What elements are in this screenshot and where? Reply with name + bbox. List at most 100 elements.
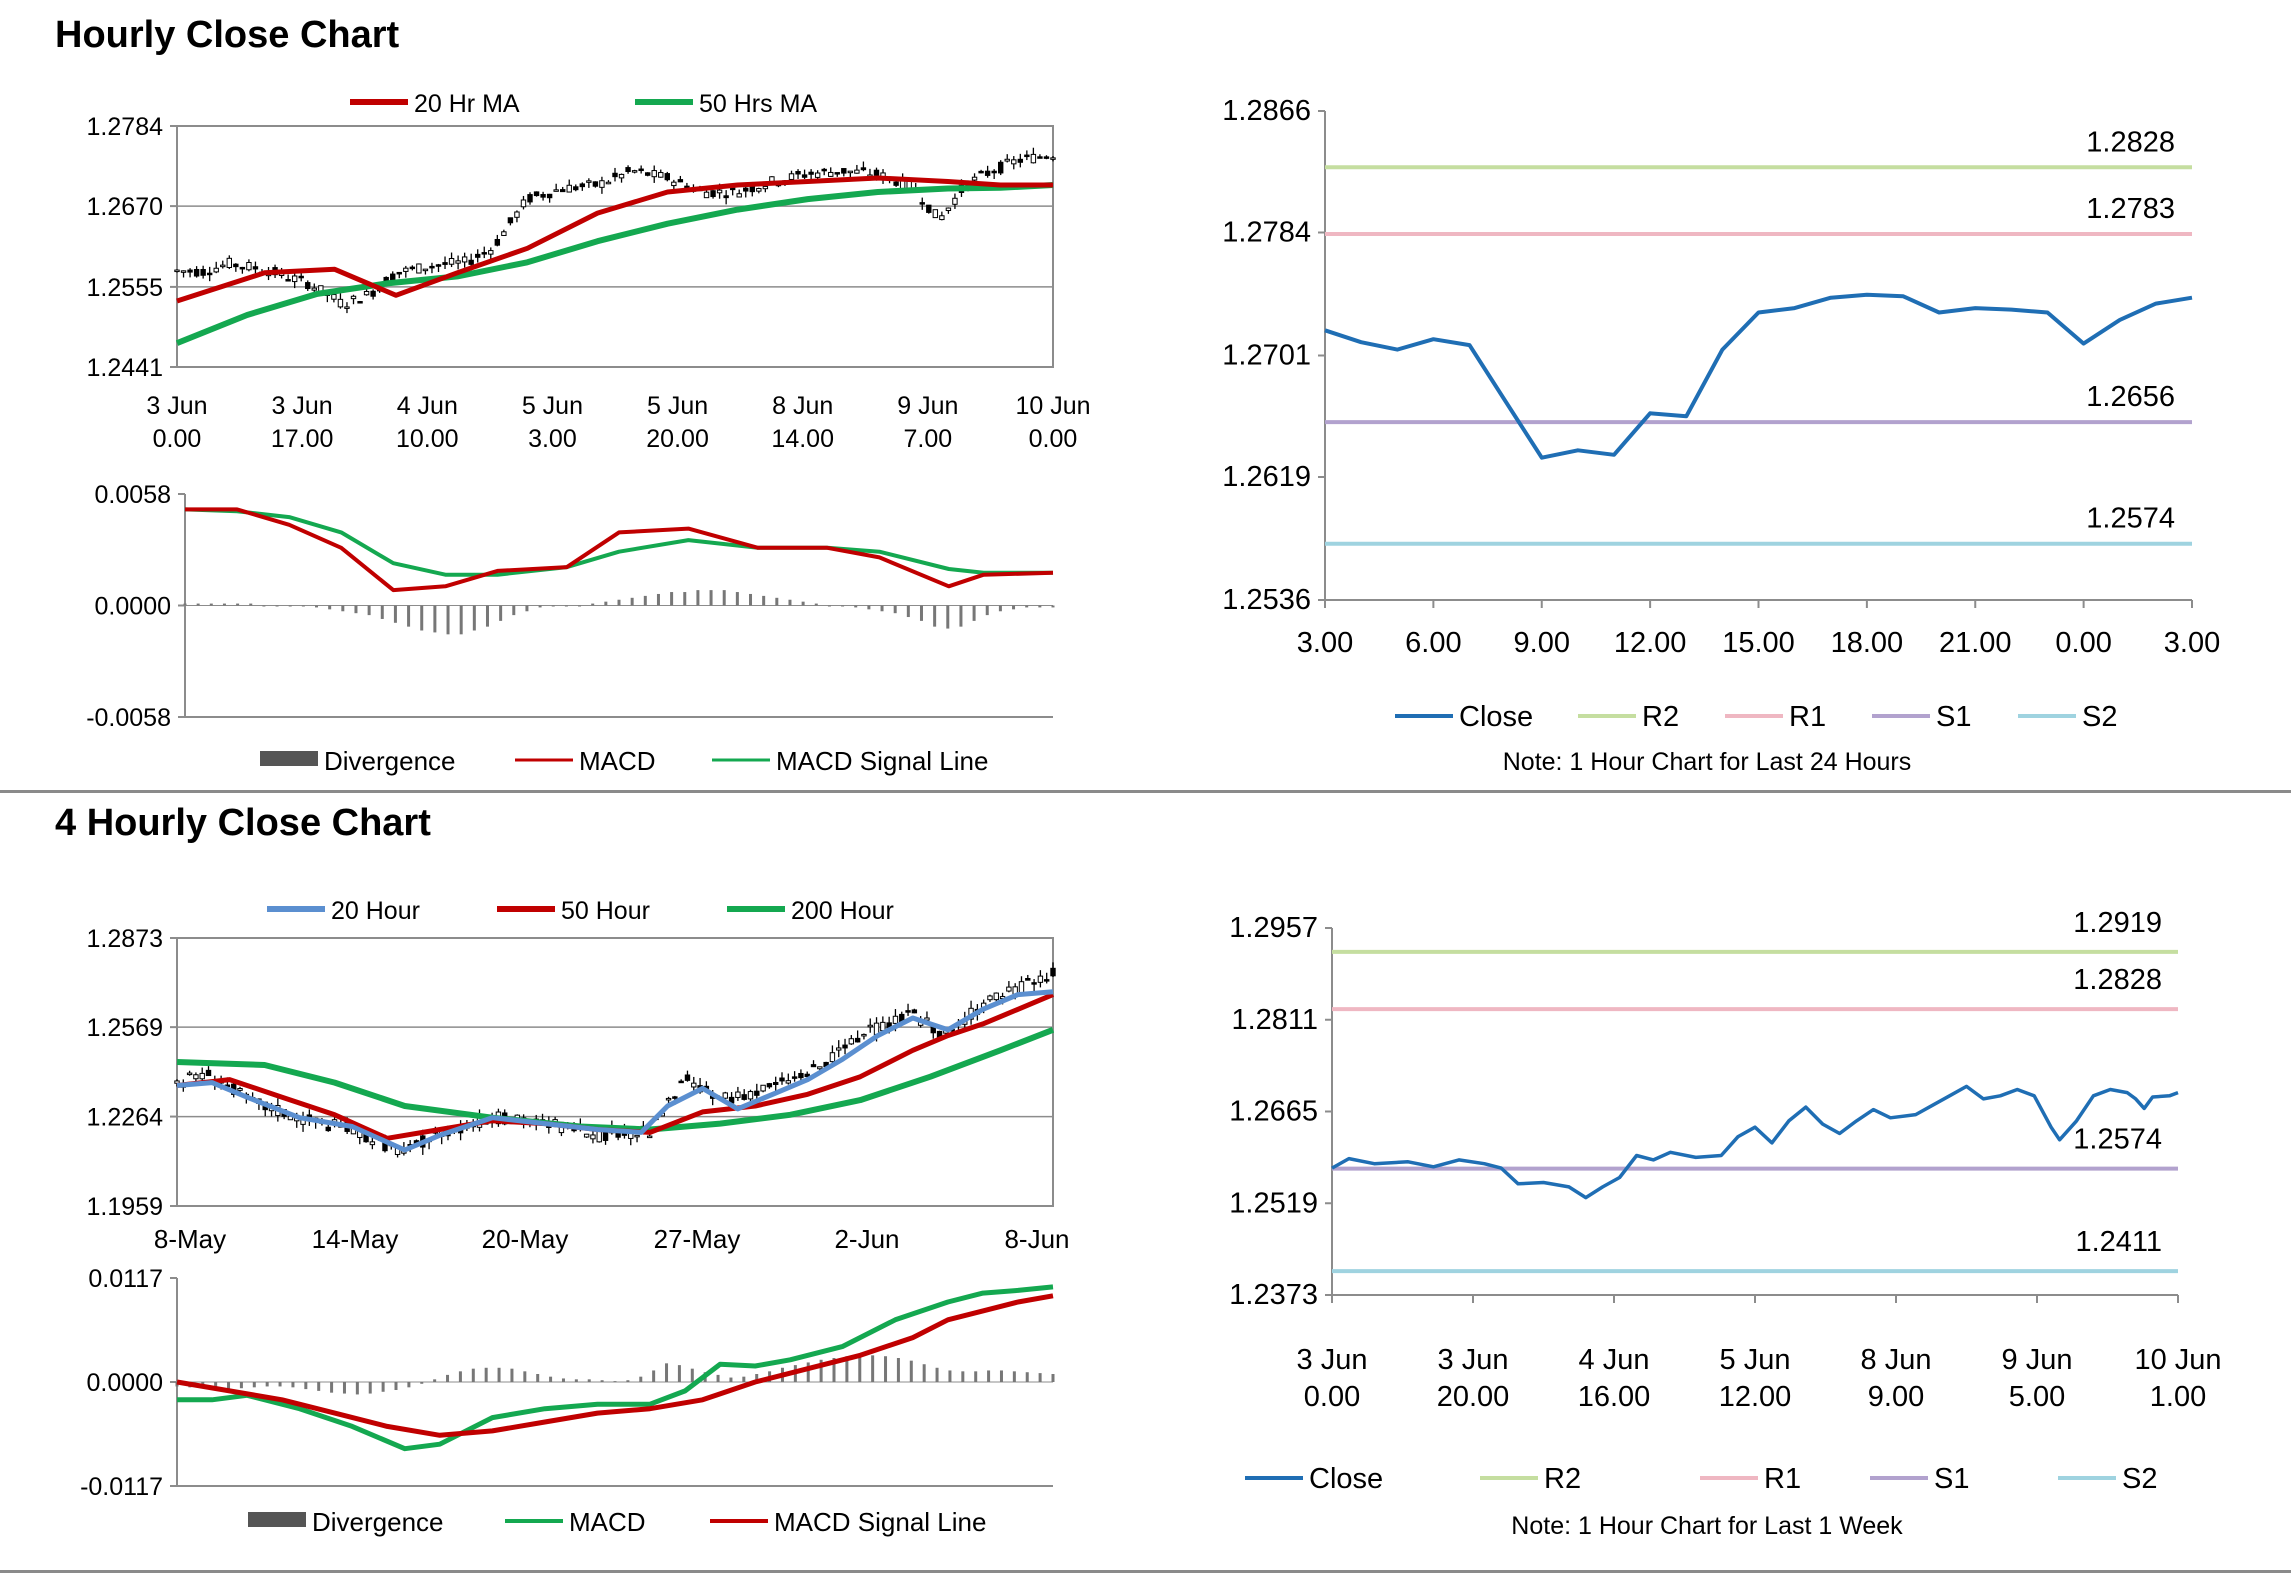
c2-divergence-bar	[670, 592, 674, 606]
c4-candle-body	[747, 1091, 754, 1100]
c1-candle-body	[710, 190, 716, 198]
c5-divergence-bar	[639, 1376, 643, 1382]
c3-y-tick-label: 1.2866	[1222, 95, 1311, 127]
c5-divergence-bar	[304, 1382, 308, 1390]
c5-divergence-bar	[420, 1382, 424, 1384]
c5-divergence-bar	[549, 1376, 553, 1382]
c2-divergence-bar	[617, 599, 621, 606]
c2-y-tick-label: 0.0000	[95, 593, 171, 621]
c2-divergence-bar	[262, 605, 266, 607]
c1-candle-body	[854, 169, 860, 174]
c5-divergence-bar	[626, 1380, 630, 1382]
c1-candle-body	[749, 186, 755, 193]
c6-y-tick-label: 1.2665	[1229, 1096, 1318, 1128]
c5-divergence-bar	[665, 1363, 669, 1382]
c2-divergence-bar	[1038, 605, 1042, 608]
c4-candle-body	[785, 1080, 792, 1084]
c2-divergence-bar	[985, 605, 989, 616]
c4-candle-body	[754, 1090, 760, 1096]
c4-x-tick-label: 8-May	[154, 1224, 226, 1254]
c1-candle-body	[239, 266, 246, 270]
c4-candle-body	[911, 1009, 918, 1014]
c6-legend-label: Close	[1309, 1463, 1383, 1495]
c4-candle-body	[646, 1135, 653, 1139]
c5-divergence-bar	[690, 1368, 694, 1382]
c6-y-tick-label: 1.2957	[1229, 912, 1318, 944]
c1-candle-body	[1004, 158, 1010, 162]
c5-divergence-bar	[832, 1358, 836, 1382]
c1-candle-body	[403, 267, 409, 272]
c4-candle-body	[798, 1072, 804, 1079]
c5-divergence-bar	[355, 1382, 359, 1395]
c2-divergence-bar	[1012, 605, 1016, 610]
c1-candle-body	[540, 194, 546, 198]
c4-candle-body	[766, 1083, 773, 1088]
c6-legend-label: R2	[1544, 1463, 1581, 1495]
c1-candle-body	[233, 263, 239, 268]
c5-y-tick-label: 0.0117	[88, 1265, 163, 1293]
c2-divergence-bar	[696, 590, 700, 606]
c1-candle-body	[998, 161, 1004, 174]
c1-candle-body	[945, 207, 952, 212]
c5-legend-swatch	[248, 1512, 306, 1527]
c1-candle-body	[442, 262, 448, 265]
c3-x-tick-label: 0.00	[2055, 627, 2111, 659]
c5-divergence-bar	[342, 1382, 346, 1394]
c5-divergence-bar	[510, 1368, 514, 1382]
c4-candle-body	[672, 1096, 678, 1099]
c4-candle-body	[861, 1033, 867, 1037]
c4-candle-body	[634, 1134, 640, 1138]
c1-candle-body	[729, 187, 736, 191]
c5-divergence-bar	[291, 1382, 295, 1388]
c2-divergence-bar	[959, 605, 963, 627]
c1-plot-frame	[176, 125, 1054, 368]
c1-candle-body	[350, 295, 357, 300]
c5-series-macd-signal	[176, 1293, 1054, 1438]
c1-candle-body	[363, 290, 370, 296]
c2-divergence-bar	[393, 605, 397, 623]
c4-candle-body	[773, 1081, 779, 1085]
c1-candle-body	[991, 170, 997, 174]
c2-divergence-bar	[341, 605, 345, 612]
c2-divergence-bar	[328, 605, 332, 610]
c2-divergence-bar	[801, 601, 805, 606]
c1-x-tick-label: 3 Jun	[272, 392, 333, 420]
c6-x-tick-label: 10 Jun	[2134, 1344, 2221, 1376]
c1-candle-body	[1037, 156, 1043, 159]
c1-candle-body	[671, 181, 677, 187]
c5-divergence-bar	[523, 1371, 527, 1382]
c6-level-label-r1: 1.2828	[2073, 964, 2162, 996]
c1-candle-body	[612, 172, 618, 178]
c1-candle-body	[834, 172, 840, 175]
c2-divergence-bar	[880, 605, 884, 612]
four-hourly-section-title: 4 Hourly Close Chart	[55, 802, 431, 844]
c1-candle-body	[494, 238, 501, 246]
c4-legend-label: 200 Hour	[791, 897, 894, 925]
c6-x-tick-label: 4 Jun	[1579, 1344, 1650, 1376]
c6-x-tick-label: 9.00	[1868, 1381, 1924, 1413]
c1-candle-body	[416, 263, 422, 274]
c4-candle-body	[1037, 975, 1044, 983]
c1-candle-body	[507, 217, 514, 224]
c4-y-tick-label: 1.2873	[87, 925, 163, 953]
c1-x-tick-label: 4 Jun	[397, 392, 458, 420]
c1-candle-body	[821, 168, 827, 172]
c4-candle-body	[1050, 967, 1056, 977]
c1-candle-body	[370, 290, 376, 297]
c3-legend-label: Close	[1459, 701, 1533, 733]
c4-candle-body	[186, 1072, 193, 1076]
c4-y-tick-label: 1.2264	[87, 1104, 164, 1132]
c5-divergence-bar	[729, 1377, 733, 1382]
c4-legend-label: 50 Hour	[561, 897, 650, 925]
c1-candle-body	[488, 250, 494, 255]
c3-y-tick-label: 1.2701	[1222, 340, 1311, 372]
c5-divergence-bar	[677, 1365, 681, 1382]
c5-divergence-bar	[600, 1380, 604, 1382]
c2-legend-label: MACD Signal Line	[776, 746, 988, 776]
c6-legend-label: S2	[2122, 1463, 2157, 1495]
c1-candle-body	[677, 179, 684, 183]
c1-candle-body	[200, 269, 206, 276]
c2-divergence-bar	[933, 605, 937, 627]
c1-candle-body	[468, 259, 474, 265]
c1-candle-body	[939, 215, 945, 221]
